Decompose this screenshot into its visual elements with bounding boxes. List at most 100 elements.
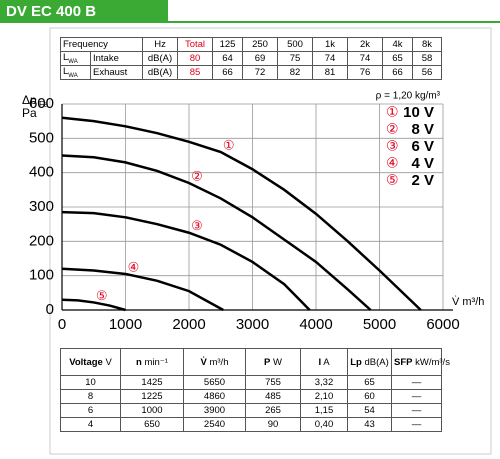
annotation: ρ = 1,20 kg/m³ [376, 91, 441, 102]
header-cell: 250 [242, 37, 279, 52]
cell: 1225 [120, 389, 184, 404]
header-unit: m³/h [209, 356, 229, 368]
header-cell: 8k [412, 37, 443, 52]
x-tick-label: 0 [58, 316, 66, 333]
row: LWA Intake dB(A) 80 64 69 75 74 74 65 58 [60, 51, 443, 66]
value-cell: 81 [312, 65, 349, 80]
cell: 1000 [120, 403, 184, 418]
row: 6 1000 3900 265 1,15 54— [60, 403, 442, 418]
cell: 3900 [183, 403, 246, 418]
header-unit: A [323, 356, 330, 368]
value-cell: 56 [412, 65, 443, 80]
cell: 265 [245, 403, 301, 418]
cell: 1425 [120, 375, 184, 390]
cell: 54 [347, 403, 392, 418]
cell: 4860 [183, 389, 246, 404]
curve-marker: ② [191, 168, 203, 183]
legend-marker: ① [386, 104, 399, 120]
header-name: I [318, 356, 322, 368]
header-unit: kW/m³/s [415, 356, 450, 368]
name-cell: Intake [89, 51, 144, 66]
legend-marker: ③ [386, 138, 399, 154]
cell: 5650 [183, 375, 246, 390]
legend-marker: ⑤ [386, 172, 399, 188]
header-cell: 2k [347, 37, 384, 52]
x-label: V̇ m³/h [452, 295, 484, 308]
value-cell: 75 [277, 51, 314, 66]
total-cell: 85 [177, 65, 214, 80]
x-tick-label: 2000 [172, 316, 205, 333]
value-cell: 74 [312, 51, 349, 66]
curve [61, 116, 422, 311]
x-tick-label: 4000 [299, 316, 332, 333]
cell: 60 [347, 389, 392, 404]
legend-label: 8 V [411, 121, 434, 138]
header-name: Lp [350, 356, 362, 368]
header-name: n [136, 356, 142, 368]
header-cell: Voltage V [60, 348, 121, 376]
curve [61, 267, 224, 312]
legend-label: 4 V [411, 155, 434, 172]
value-cell: 76 [347, 65, 384, 80]
row: 10 1425 5650 755 3,32 65— [60, 375, 442, 390]
legend-label: 2 V [411, 172, 434, 189]
y-unit: Pa [22, 106, 37, 120]
title: DV EC 400 B [6, 3, 96, 20]
legend-label: 6 V [411, 138, 434, 155]
header-cell: Lp dB(A) [347, 348, 392, 376]
header-cell: SFP kW/m³/s [391, 348, 450, 376]
title-bar [0, 0, 168, 22]
symbol-cell: LWA [60, 65, 91, 80]
header-cell: V̇ m³/h [183, 348, 246, 376]
curve-marker: ④ [128, 259, 140, 274]
curve [61, 154, 372, 311]
header-unit: dB(A) [364, 356, 389, 368]
curve-marker: ③ [191, 218, 203, 233]
curve-marker: ① [223, 138, 235, 153]
header-unit: min⁻¹ [144, 356, 168, 368]
sound-table: Frequency Hz Total 125 250 500 1k 2k 4k 8k LWA Inta… [59, 37, 443, 80]
x-tick-label: 5000 [363, 316, 396, 333]
total-cell: 80 [177, 51, 214, 66]
header-cell: 500 [277, 37, 314, 52]
cell: 0,40 [300, 417, 348, 432]
legend-marker: ② [386, 121, 399, 137]
row: 4 650 2540 90 0,40 43— [60, 417, 442, 432]
header-cell: Frequency [59, 37, 144, 52]
cell: 6 [60, 403, 121, 418]
curve-marker: ⑤ [96, 288, 108, 303]
header-cell: 125 [212, 37, 244, 52]
y-tick-label: 600 [29, 95, 54, 112]
cell: 650 [120, 417, 184, 432]
cell: 90 [245, 417, 301, 432]
value-cell: 82 [277, 65, 314, 80]
symbol-cell: LWA [60, 51, 91, 66]
frame [49, 27, 492, 455]
header-cell: Hz [142, 37, 179, 52]
header-name: SFP [394, 356, 413, 368]
value-cell: 58 [412, 51, 443, 66]
value-cell: 69 [242, 51, 279, 66]
value-cell: 66 [212, 65, 244, 80]
y-label: Δp [22, 93, 37, 107]
name-cell: Exhaust [89, 65, 144, 80]
y-tick-label: 0 [46, 301, 54, 318]
header-cell: P W [245, 348, 301, 376]
header-cell: Total [177, 37, 214, 52]
value-cell: 74 [347, 51, 384, 66]
header-unit: V [105, 356, 112, 368]
value-cell: 64 [212, 51, 244, 66]
value-cell: 72 [242, 65, 279, 80]
header-name: P [264, 356, 271, 368]
header-row: Frequency Hz Total 125 250 500 1k 2k 4k 8k [59, 37, 443, 52]
cell: — [391, 403, 442, 418]
symbol: L [63, 66, 69, 78]
cell: 2,10 [300, 389, 348, 404]
header-cell: 1k [312, 37, 349, 52]
cell: 43 [347, 417, 392, 432]
header-name: V̇ [200, 356, 207, 368]
cell: 2540 [183, 417, 246, 432]
